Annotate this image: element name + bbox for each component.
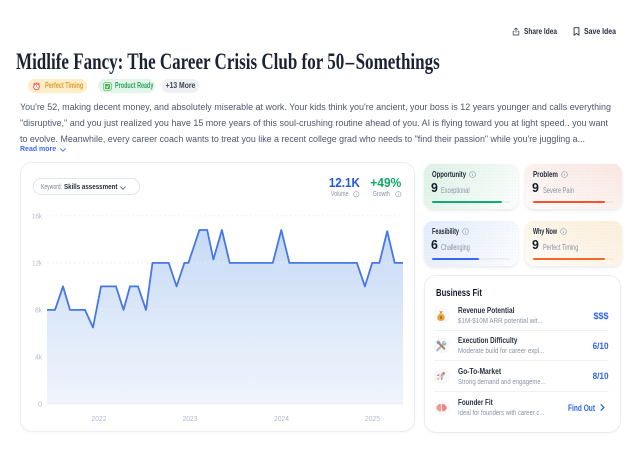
svg-text:2024: 2024: [274, 416, 289, 423]
svg-text:4k: 4k: [35, 355, 42, 362]
svg-text:12k: 12k: [32, 261, 42, 268]
svg-text:0: 0: [38, 402, 42, 409]
svg-text:8k: 8k: [35, 308, 42, 315]
svg-text:16k: 16k: [32, 214, 42, 221]
svg-text:2025: 2025: [365, 416, 380, 423]
svg-text:2023: 2023: [183, 416, 198, 423]
svg-text:2022: 2022: [92, 416, 107, 423]
svg-text:$: $: [440, 315, 443, 321]
